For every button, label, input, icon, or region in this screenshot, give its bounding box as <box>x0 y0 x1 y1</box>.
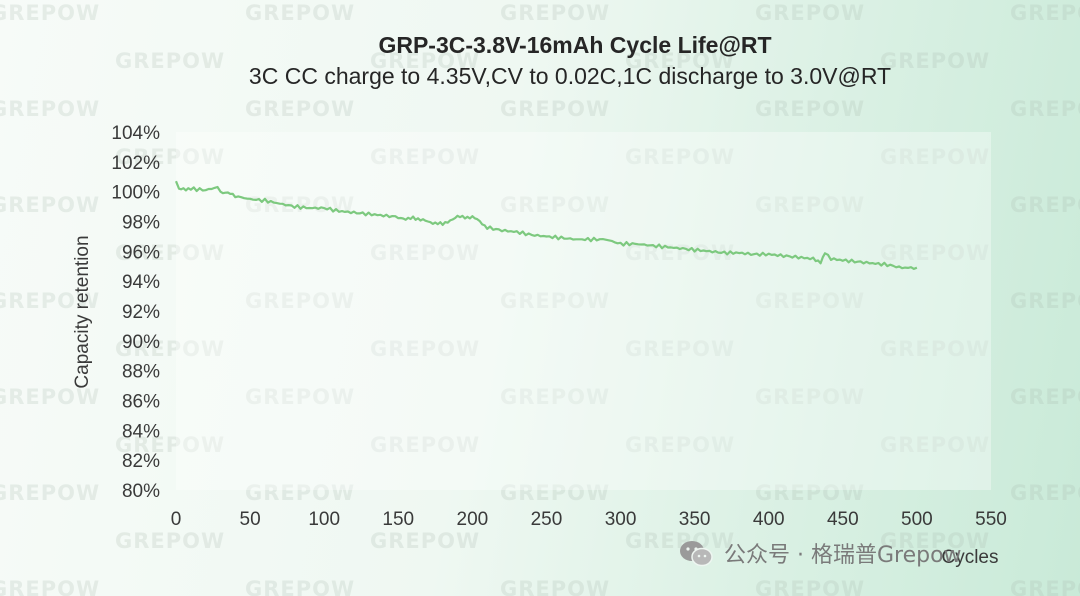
watermark-12: GREPOW <box>500 97 610 121</box>
x-axis-label: Cycles <box>941 547 998 568</box>
watermark-23: GREPOW <box>755 193 865 217</box>
watermark-45: GREPOW <box>115 433 225 457</box>
watermark-35: GREPOW <box>115 337 225 361</box>
y-tick-label: 80% <box>122 481 160 502</box>
y-tick-label: 104% <box>111 123 160 144</box>
watermark-42: GREPOW <box>500 385 610 409</box>
watermark-1: GREPOW <box>245 1 355 25</box>
y-tick-label: 88% <box>122 362 160 383</box>
x-tick-label: 450 <box>827 509 859 530</box>
watermark-44: GREPOW <box>1010 385 1080 409</box>
watermark-46: GREPOW <box>370 433 480 457</box>
y-tick-label: 96% <box>122 242 160 263</box>
watermark-60: GREPOW <box>0 577 100 596</box>
watermark-32: GREPOW <box>500 289 610 313</box>
watermark-6: GREPOW <box>370 49 480 73</box>
x-tick-label: 500 <box>901 509 933 530</box>
source-attribution: 公众号 · 格瑞普Grepow <box>678 536 962 570</box>
watermark-24: GREPOW <box>1010 193 1080 217</box>
watermark-40: GREPOW <box>0 385 100 409</box>
watermark-56: GREPOW <box>370 529 480 553</box>
watermark-22: GREPOW <box>500 193 610 217</box>
watermark-41: GREPOW <box>245 385 355 409</box>
series-layer <box>174 180 918 270</box>
watermark-33: GREPOW <box>755 289 865 313</box>
watermark-15: GREPOW <box>115 145 225 169</box>
watermark-52: GREPOW <box>500 481 610 505</box>
watermark-8: GREPOW <box>880 49 990 73</box>
x-tick-label: 200 <box>457 509 489 530</box>
watermark-64: GREPOW <box>1010 577 1080 596</box>
watermark-38: GREPOW <box>880 337 990 361</box>
watermark-53: GREPOW <box>755 481 865 505</box>
watermark-10: GREPOW <box>0 97 100 121</box>
watermark-30: GREPOW <box>0 289 100 313</box>
x-tick-label: 50 <box>240 509 261 530</box>
watermark-16: GREPOW <box>370 145 480 169</box>
watermark-13: GREPOW <box>755 97 865 121</box>
y-tick-label: 92% <box>122 302 160 323</box>
watermark-26: GREPOW <box>370 241 480 265</box>
watermark-18: GREPOW <box>880 145 990 169</box>
watermark-37: GREPOW <box>625 337 735 361</box>
series-line-0 <box>174 180 918 270</box>
x-tick-label: 350 <box>679 509 711 530</box>
watermark-11: GREPOW <box>245 97 355 121</box>
plot-area <box>176 132 991 490</box>
watermark-21: GREPOW <box>245 193 355 217</box>
x-tick-label: 250 <box>531 509 563 530</box>
x-axis-ticks: 0 50 100 150 200 250 300 350 400 450 500 550 <box>171 509 1007 530</box>
watermark-62: GREPOW <box>500 577 610 596</box>
watermark-17: GREPOW <box>625 145 735 169</box>
watermark-20: GREPOW <box>0 193 100 217</box>
watermark-48: GREPOW <box>880 433 990 457</box>
y-axis-ticks: 80% 82% 84% 86% 88% 90% 92% 94% 96% 98% 100% 102% 10… <box>111 123 160 502</box>
watermark-14: GREPOW <box>1010 97 1080 121</box>
watermark-63: GREPOW <box>755 577 865 596</box>
watermark-7: GREPOW <box>625 49 735 73</box>
chart-subtitle: 3C CC charge to 4.35V,CV to 0.02C,1C dis… <box>249 63 891 89</box>
watermark-28: GREPOW <box>880 241 990 265</box>
x-tick-label: 100 <box>308 509 340 530</box>
watermark-54: GREPOW <box>1010 481 1080 505</box>
wechat-icon <box>680 541 713 567</box>
y-tick-label: 90% <box>122 332 160 353</box>
watermark-55: GREPOW <box>115 529 225 553</box>
watermark-51: GREPOW <box>245 481 355 505</box>
watermark-58: GREPOW <box>880 529 990 553</box>
y-tick-label: 100% <box>111 183 160 204</box>
x-tick-label: 150 <box>382 509 414 530</box>
watermark-3: GREPOW <box>755 1 865 25</box>
watermark-5: GREPOW <box>115 49 225 73</box>
watermark-31: GREPOW <box>245 289 355 313</box>
watermark-43: GREPOW <box>755 385 865 409</box>
source-text: 公众号 · 格瑞普Grepow <box>724 543 962 568</box>
chart-title: GRP-3C-3.8V-16mAh Cycle Life@RT <box>378 32 771 58</box>
y-tick-label: 84% <box>122 421 160 442</box>
watermark-0: GREPOW <box>0 1 100 25</box>
watermark-47: GREPOW <box>625 433 735 457</box>
watermark-36: GREPOW <box>370 337 480 361</box>
y-tick-label: 102% <box>111 153 160 174</box>
watermark-2: GREPOW <box>500 1 610 25</box>
watermark-50: GREPOW <box>0 481 100 505</box>
watermark-57: GREPOW <box>625 529 735 553</box>
y-tick-label: 82% <box>122 451 160 472</box>
watermark-25: GREPOW <box>115 241 225 265</box>
watermark-61: GREPOW <box>245 577 355 596</box>
watermark-4: GREPOW <box>1010 1 1080 25</box>
y-tick-label: 98% <box>122 213 160 234</box>
x-tick-label: 0 <box>171 509 182 530</box>
y-tick-label: 94% <box>122 272 160 293</box>
x-tick-label: 300 <box>605 509 637 530</box>
x-tick-label: 550 <box>975 509 1007 530</box>
x-tick-label: 400 <box>753 509 785 530</box>
y-axis-label: Capacity retention <box>72 235 93 388</box>
watermark-34: GREPOW <box>1010 289 1080 313</box>
y-tick-label: 86% <box>122 392 160 413</box>
